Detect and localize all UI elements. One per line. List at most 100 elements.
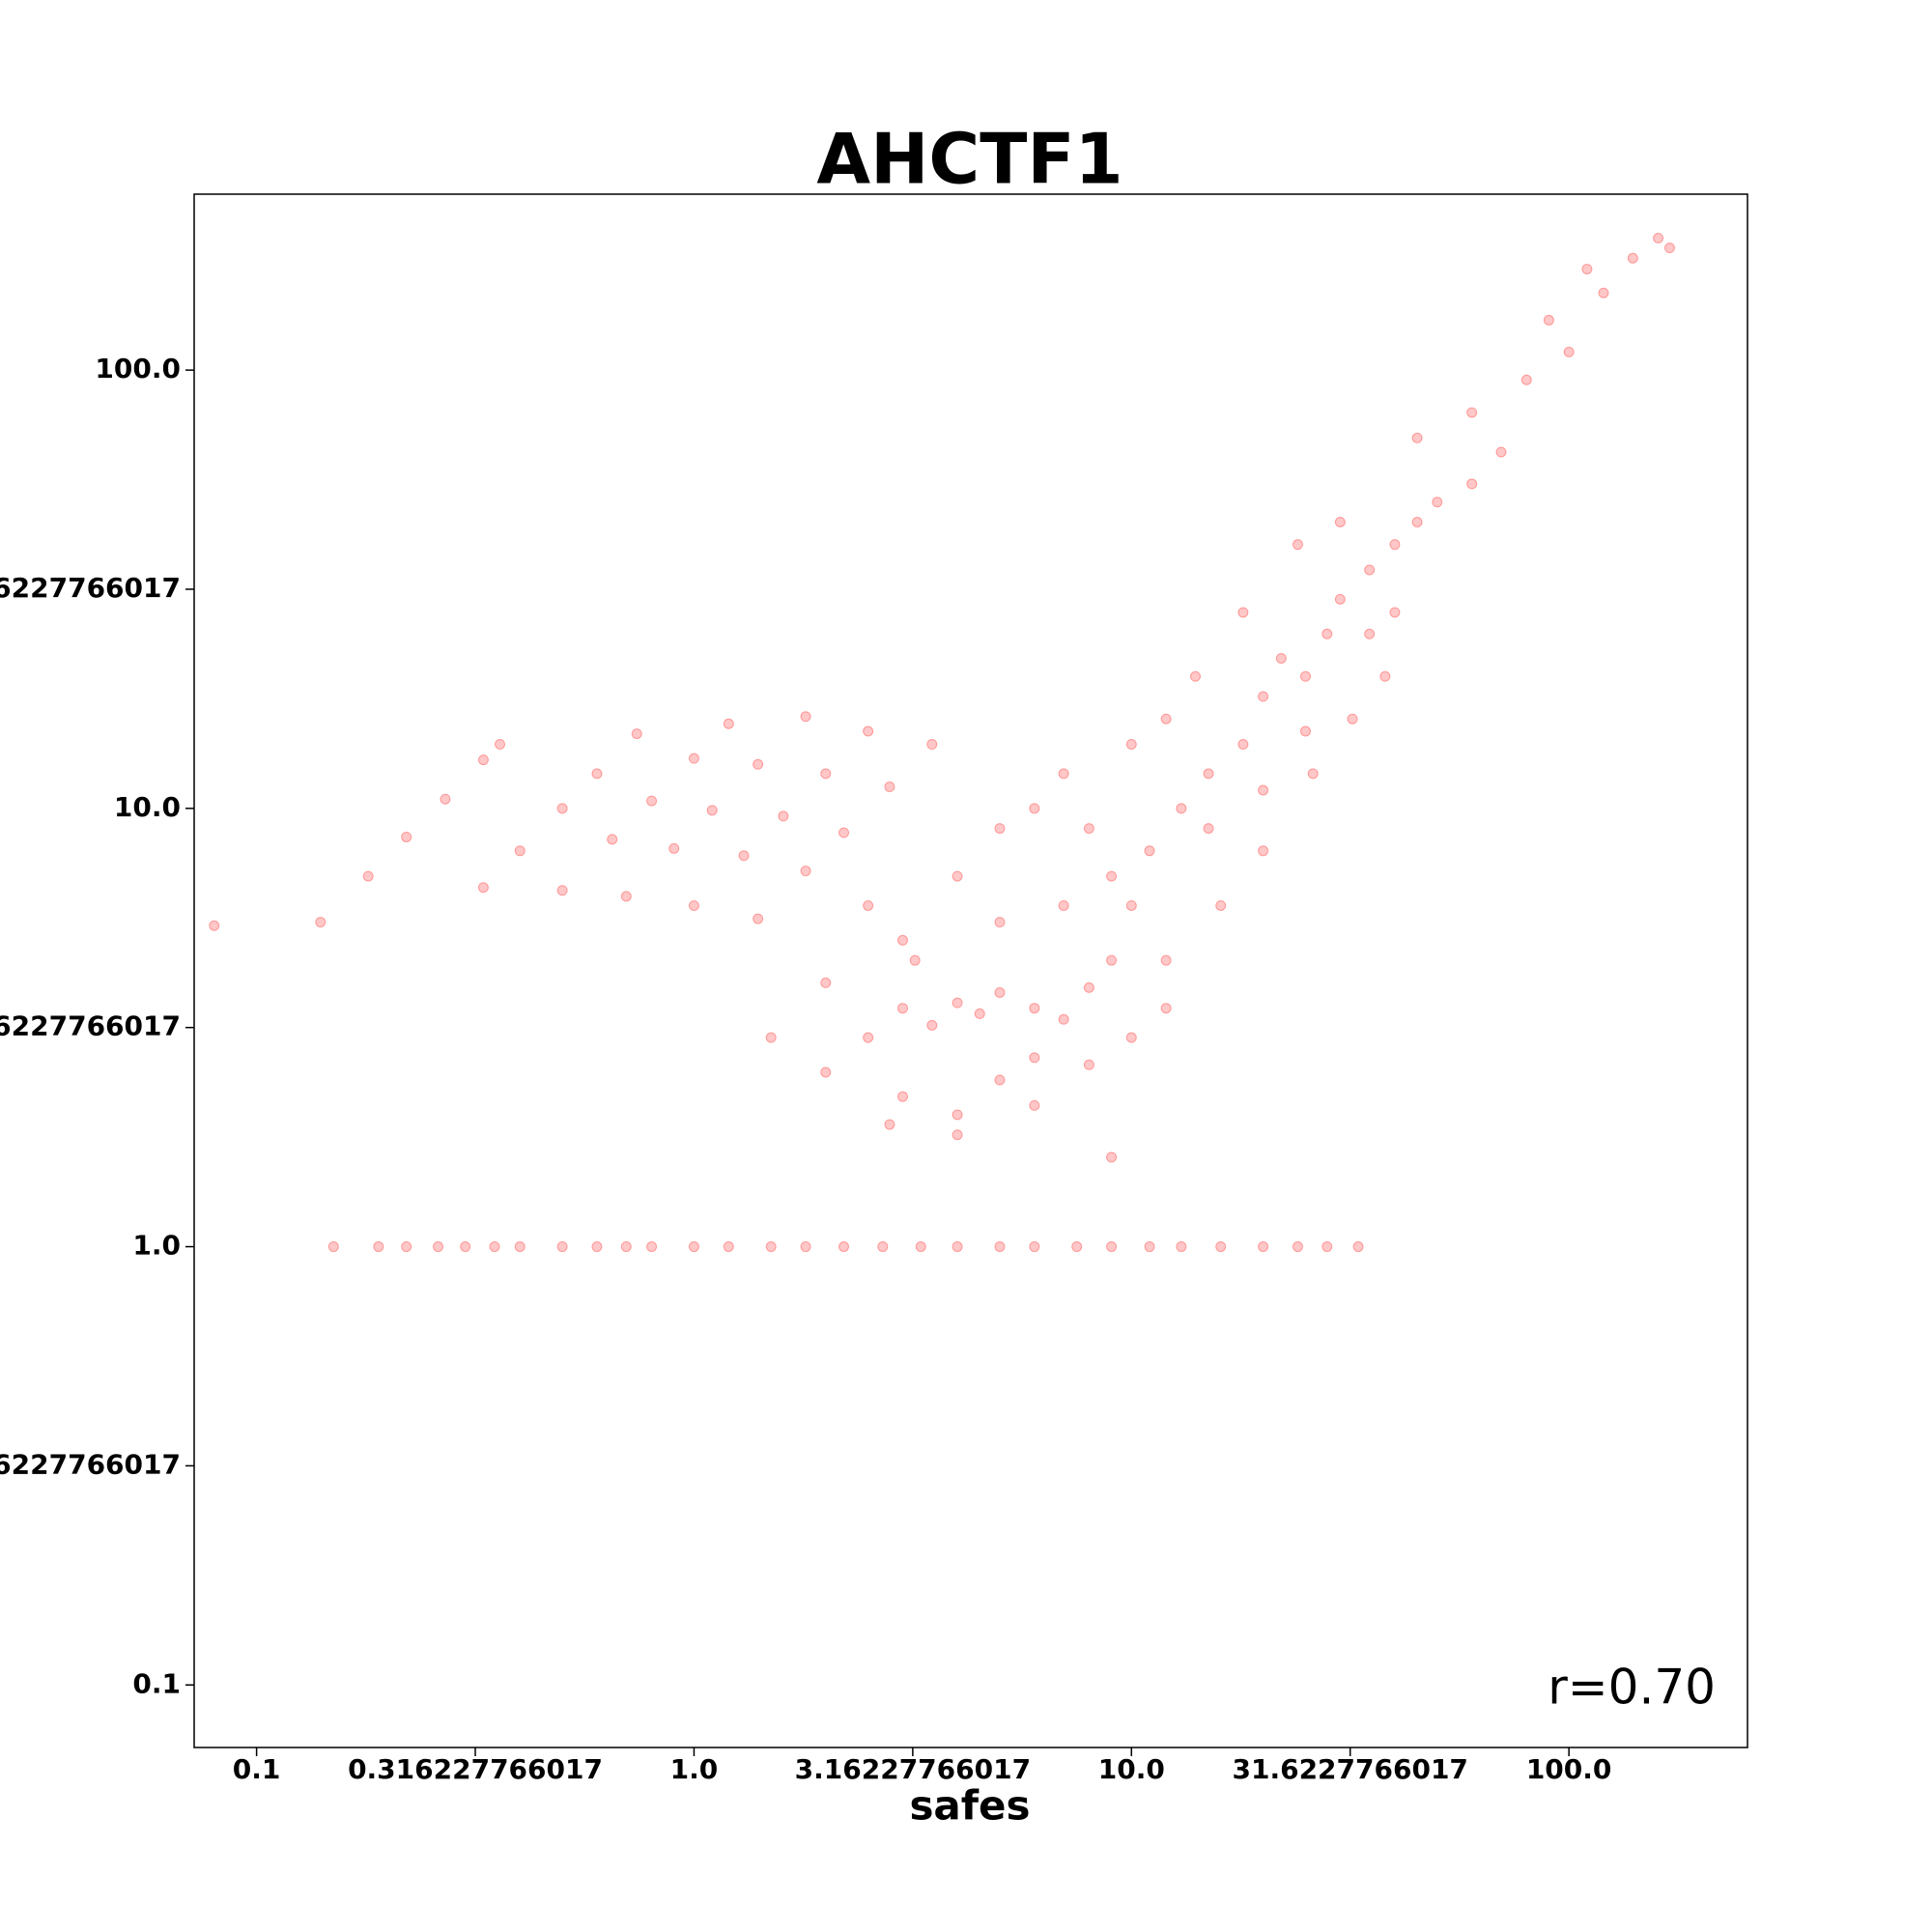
scatter-point [1334,516,1346,527]
scatter-point [994,917,1006,928]
scatter-point [897,934,909,946]
scatter-point [495,739,506,751]
scatter-point [800,711,811,723]
scatter-point [820,1066,832,1078]
x-tick-label: 0.316227766017 [348,1753,603,1785]
scatter-point [1258,784,1269,796]
scatter-point [477,882,489,894]
scatter-point [514,845,526,857]
scatter-point [820,977,832,988]
scatter-point [327,1241,339,1253]
scatter-point [1106,954,1118,966]
scatter-point [646,1241,658,1253]
scatter-point [1352,1241,1364,1253]
scatter-point [646,795,658,807]
x-tick-label: 0.1 [233,1753,281,1785]
x-tick-label: 31.6227766017 [1232,1753,1467,1785]
scatter-point [753,758,764,770]
scatter-point [556,885,568,896]
scatter-point [884,1119,895,1130]
scatter-point [1627,252,1638,264]
x-axis-label: safes [909,1782,1030,1830]
scatter-point [1029,1241,1040,1253]
scatter-point [897,1003,909,1014]
scatter-point [926,1019,938,1031]
x-tick-label: 100.0 [1526,1753,1612,1785]
scatter-point [1364,628,1376,639]
scatter-point [994,823,1006,835]
scatter-point [909,954,921,966]
scatter-point [1432,497,1443,508]
scatter-point [952,997,963,1009]
scatter-point [1347,713,1358,724]
scatter-point [1495,446,1507,458]
scatter-point [800,1241,811,1253]
scatter-point [974,1008,985,1019]
scatter-point [433,1241,444,1253]
scatter-point [1411,516,1423,527]
scatter-point [1299,725,1311,737]
scatter-point [209,920,220,931]
scatter-point [1389,539,1401,551]
scatter-point [1466,407,1478,418]
scatter-point [1144,845,1155,857]
scatter-point [1106,1241,1118,1253]
scatter-point [1058,1013,1069,1025]
scatter-point [1083,981,1094,993]
scatter-point [1581,264,1593,275]
scatter-point [1106,870,1118,882]
chart-title: AHCTF1 [816,119,1122,200]
scatter-point [591,1241,603,1253]
scatter-point [362,870,374,882]
scatter-point [1653,233,1664,244]
scatter-point [765,1032,777,1043]
scatter-point [1258,845,1269,857]
scatter-point [1176,803,1187,814]
scatter-point [607,834,618,845]
x-tick-label: 1.0 [670,1753,719,1785]
scatter-point [315,917,327,928]
scatter-point [952,870,963,882]
scatter-point [723,718,734,729]
scatter-point [1160,1003,1172,1014]
scatter-point [460,1241,471,1253]
scatter-point [688,1241,699,1253]
scatter-point [1203,823,1214,835]
scatter-point [1058,768,1069,780]
scatter-point [765,1241,777,1253]
scatter-point [1083,1059,1094,1070]
scatter-point [373,1241,384,1253]
scatter-point [401,832,412,843]
y-tick-label: 0.1 [132,1667,181,1699]
scatter-point [863,1032,874,1043]
scatter-point [1160,713,1172,724]
scatter-point [1543,314,1554,326]
y-tick-label: 1.0 [132,1230,181,1262]
scatter-point [753,913,764,924]
scatter-point [1598,287,1609,298]
plot-frame [193,193,1748,1748]
scatter-point [1258,691,1269,702]
scatter-point [620,891,632,902]
scatter-point [1106,1151,1118,1163]
scatter-point [723,1241,734,1253]
scatter-point [1364,564,1376,576]
scatter-point [820,768,832,780]
scatter-point [1520,374,1532,385]
scatter-point [1125,899,1137,911]
scatter-point [1663,242,1675,254]
scatter-point [1029,803,1040,814]
scatter-point [1292,1241,1303,1253]
scatter-point [897,1091,909,1102]
scatter-point [1258,1241,1269,1253]
scatter-point [1379,670,1391,682]
scatter-point [952,1109,963,1121]
scatter-point [1237,607,1249,618]
scatter-point [1160,954,1172,966]
scatter-point [688,899,699,911]
scatter-point [556,1241,568,1253]
scatter-point [401,1241,412,1253]
scatter-point [477,754,489,766]
y-tick-label: 0.316227766017 [0,1448,181,1480]
scatter-point [877,1241,889,1253]
